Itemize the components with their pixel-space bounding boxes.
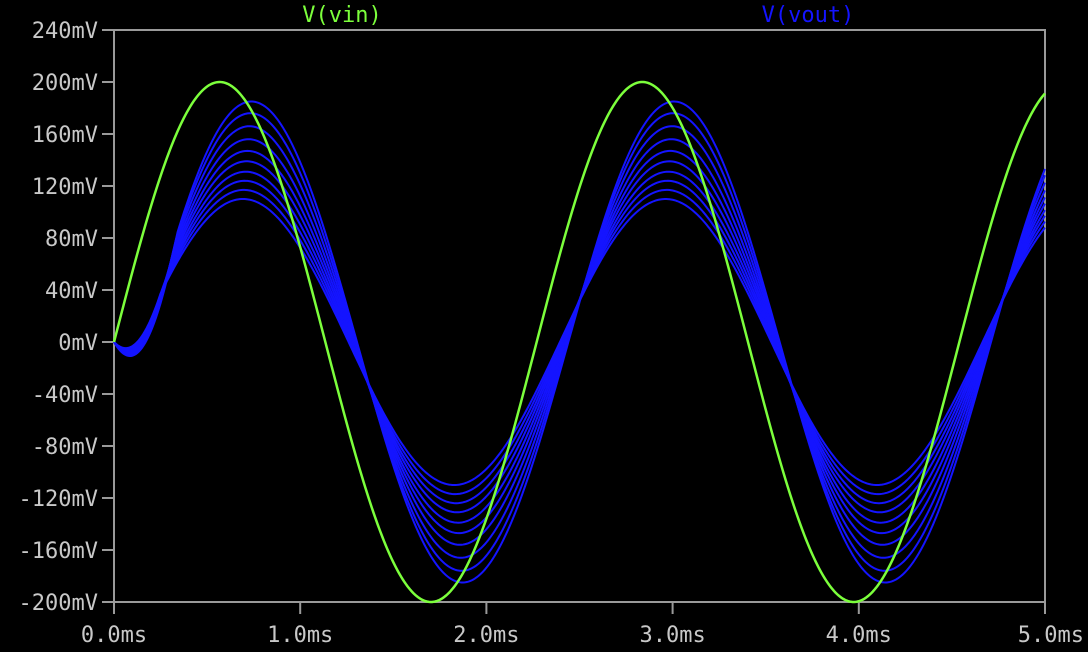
y-tick-label: 120mV (32, 175, 98, 200)
legend-vin-label[interactable]: V(vin) (302, 3, 381, 28)
x-tick-label: 1.0ms (267, 623, 333, 648)
y-tick-label: -120mV (19, 487, 98, 512)
y-tick-label: -80mV (32, 435, 98, 460)
vout-trace-step-5 (113, 149, 1046, 535)
y-tick-label: -200mV (19, 591, 98, 616)
x-axis-ticks: 0.0ms 1.0ms 2.0ms 3.0ms 4.0ms 5.0ms (81, 602, 1084, 648)
legend-vout-label[interactable]: V(vout) (762, 3, 855, 28)
y-tick-label: 40mV (45, 279, 98, 304)
y-tick-label: 0mV (58, 331, 98, 356)
y-tick-label: 200mV (32, 71, 98, 96)
y-axis-ticks: 240mV 200mV 160mV 120mV 80mV 40mV 0mV -40mV -80m… (19, 19, 114, 616)
x-tick-label: 2.0ms (453, 623, 519, 648)
legend: V(vin) V(vout) (302, 3, 854, 28)
vout-trace-step-10 (113, 197, 1046, 487)
x-tick-label: 5.0ms (1018, 623, 1084, 648)
y-tick-label: -40mV (32, 383, 98, 408)
x-tick-label: 0.0ms (81, 623, 147, 648)
vout-trace-step-8 (113, 179, 1046, 505)
x-tick-label: 3.0ms (639, 623, 705, 648)
y-tick-label: 160mV (32, 123, 98, 148)
vin-trace (112, 80, 1046, 604)
y-tick-label: -160mV (19, 539, 98, 564)
plot-frame (113, 29, 1046, 603)
vout-trace-step-7 (113, 170, 1046, 514)
y-tick-label: 80mV (45, 227, 98, 252)
traces (112, 80, 1046, 604)
y-tick-label: 240mV (32, 19, 98, 44)
x-tick-label: 4.0ms (826, 623, 892, 648)
vout-trace-step-9 (113, 188, 1046, 496)
vout-trace-step-6 (113, 160, 1046, 524)
